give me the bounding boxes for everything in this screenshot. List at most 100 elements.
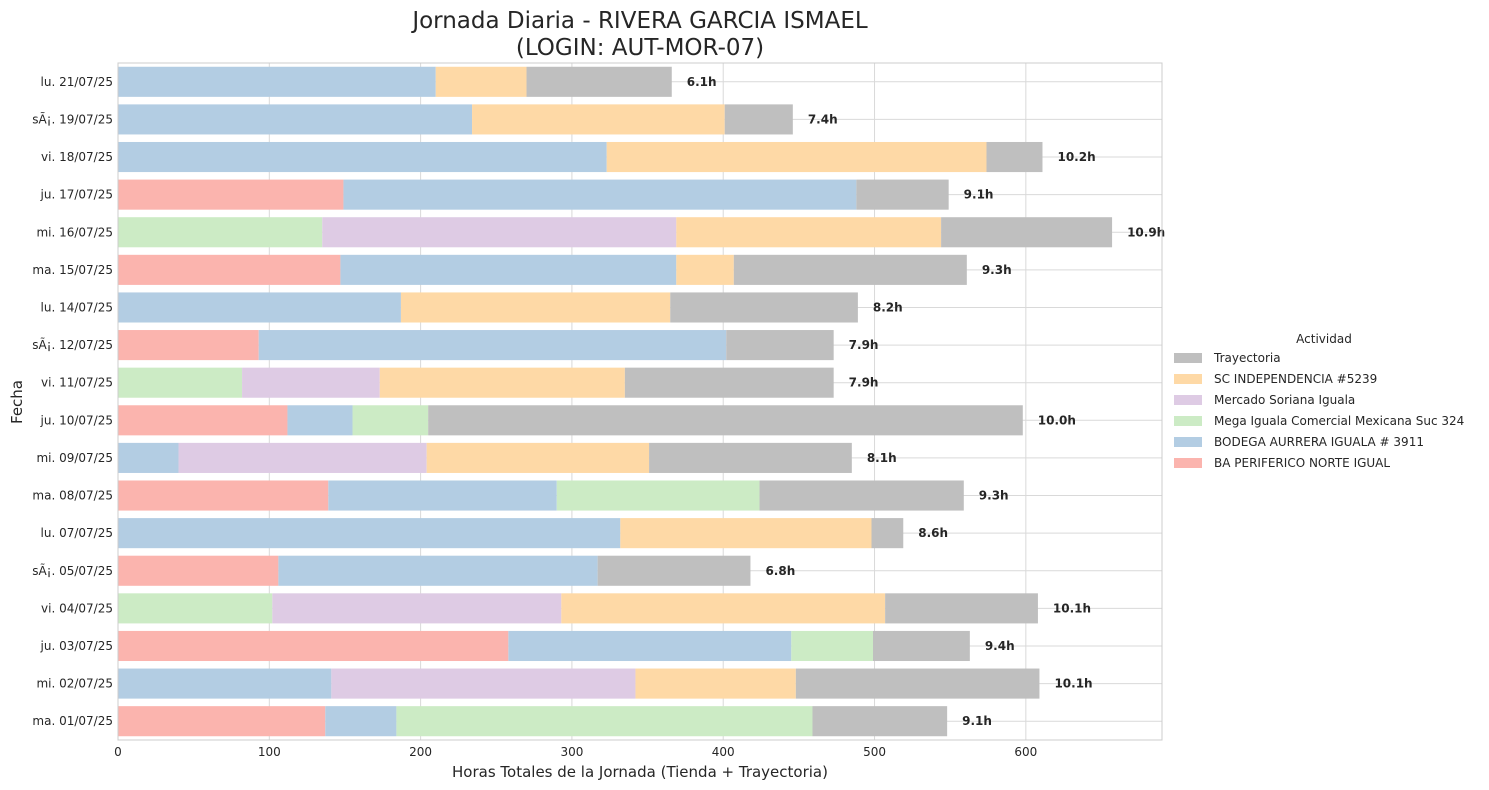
bar-segment	[812, 706, 948, 737]
legend-entry: BODEGA AURRERA IGUALA # 3911	[1214, 435, 1424, 449]
bar-segment	[428, 405, 1023, 436]
legend-swatch	[1174, 458, 1202, 468]
total-label: 9.1h	[964, 188, 994, 202]
total-label: 7.9h	[849, 338, 879, 352]
total-label: 8.6h	[918, 526, 948, 540]
bar-segment	[733, 254, 967, 285]
bar-segment	[325, 706, 397, 737]
x-axis-label: Horas Totales de la Jornada (Tienda + Tr…	[452, 763, 828, 781]
bar-segment	[635, 668, 796, 699]
bar-segment	[620, 518, 872, 549]
bar-segment	[118, 442, 179, 473]
bar-segment	[118, 668, 332, 699]
total-label: 6.8h	[765, 564, 795, 578]
bar-segment	[178, 442, 427, 473]
total-label: 8.1h	[867, 451, 897, 465]
y-tick-label: mi. 16/07/25	[36, 225, 113, 239]
bar-segment	[670, 292, 858, 323]
bar-segment	[118, 66, 436, 97]
bar-segment	[856, 179, 949, 210]
legend-entry: Mercado Soriana Iguala	[1214, 393, 1355, 407]
total-label: 10.0h	[1038, 413, 1076, 427]
bar-segment	[400, 292, 671, 323]
y-tick-label: mi. 02/07/25	[36, 677, 113, 691]
y-tick-labels: lu. 21/07/25 sÃ¡. 19/07/25 vi. 18/07/25 ju.…	[32, 75, 113, 728]
total-label: 10.1h	[1054, 677, 1092, 691]
bar-segment	[561, 593, 886, 624]
bar-segment	[328, 480, 557, 511]
total-label: 6.1h	[687, 75, 717, 89]
chart-title-line1: Jornada Diaria - RIVERA GARCIA ISMAEL	[410, 8, 868, 34]
bar-segment	[885, 593, 1038, 624]
chart-title-line2: (LOGIN: AUT-MOR-07)	[516, 35, 764, 61]
bar-segment	[791, 630, 874, 662]
bar-segment	[795, 668, 1040, 699]
x-tick-label: 300	[560, 745, 583, 759]
y-tick-label: ma. 08/07/25	[32, 489, 113, 503]
legend-swatch	[1174, 353, 1202, 363]
y-tick-label: ma. 15/07/25	[32, 263, 113, 277]
bar-segment	[759, 480, 964, 511]
x-tick-label: 0	[114, 745, 122, 759]
legend-swatch	[1174, 437, 1202, 447]
legend-entry: SC INDEPENDENCIA #5239	[1214, 372, 1377, 386]
bar-segment	[118, 480, 329, 511]
total-label: 10.2h	[1057, 150, 1095, 164]
bar-segment	[322, 217, 677, 248]
y-tick-label: sÃ¡. 12/07/25	[32, 337, 113, 352]
bar-segment	[118, 518, 621, 549]
y-tick-label: lu. 14/07/25	[41, 300, 113, 314]
bar-segment	[331, 668, 636, 699]
bar-segment	[118, 254, 341, 285]
bar-segment	[118, 179, 344, 210]
bar-segment	[726, 330, 834, 361]
bar-segment	[649, 442, 852, 473]
total-labels: 6.1h 7.4h 10.2h 9.1h 10.9h 9.3h 8.2h 7.9h 7.9h 10…	[687, 75, 1165, 728]
bar-segment	[435, 66, 527, 97]
legend-items: Trayectoria SC INDEPENDENCIA #5239 Mercado…	[1174, 351, 1464, 470]
plot-frame	[117, 62, 1163, 741]
bar-segment	[118, 706, 326, 737]
bar-segment	[118, 104, 473, 135]
total-label: 7.9h	[849, 376, 879, 390]
bar-segment	[118, 593, 273, 624]
y-axis-label: Fecha	[8, 380, 26, 424]
x-tick-label: 600	[1014, 745, 1037, 759]
legend-swatch	[1174, 416, 1202, 426]
legend-entry: Mega Iguala Comercial Mexicana Suc 324	[1214, 414, 1464, 428]
legend-entry: Trayectoria	[1213, 351, 1281, 365]
x-tick-label: 100	[258, 745, 281, 759]
bar-segment	[676, 254, 734, 285]
bar-segment	[624, 367, 834, 398]
bar-segment	[597, 555, 751, 586]
y-tick-label: ju. 03/07/25	[40, 639, 113, 653]
legend-swatch	[1174, 374, 1202, 384]
y-tick-label: ju. 17/07/25	[40, 188, 113, 202]
bar-segment	[606, 141, 987, 173]
y-tick-label: lu. 07/07/25	[41, 526, 113, 540]
total-label: 10.9h	[1127, 225, 1165, 239]
bar-segment	[724, 104, 793, 135]
bar-segment	[526, 66, 672, 97]
bar-segment	[871, 518, 904, 549]
bar-segment	[118, 367, 243, 398]
legend-swatch	[1174, 395, 1202, 405]
bar-segment	[676, 217, 942, 248]
y-gridlines	[118, 81, 1162, 722]
y-tick-label: mi. 09/07/25	[36, 451, 113, 465]
legend: Actividad Trayectoria SC INDEPENDENCIA #5…	[1174, 332, 1464, 470]
total-label: 7.4h	[808, 112, 838, 126]
total-label: 9.4h	[985, 639, 1015, 653]
y-tick-label: lu. 21/07/25	[41, 75, 113, 89]
bar-segment	[118, 292, 401, 323]
bar-segment	[472, 104, 725, 135]
x-gridlines	[117, 63, 1027, 740]
y-tick-label: ju. 10/07/25	[40, 413, 113, 427]
legend-entry: BA PERIFERICO NORTE IGUAL	[1214, 456, 1390, 470]
bar-segment	[343, 179, 857, 210]
x-tick-label: 500	[863, 745, 886, 759]
bar-segment	[287, 405, 353, 436]
y-tick-label: sÃ¡. 05/07/25	[32, 563, 113, 578]
x-tick-label: 200	[409, 745, 432, 759]
